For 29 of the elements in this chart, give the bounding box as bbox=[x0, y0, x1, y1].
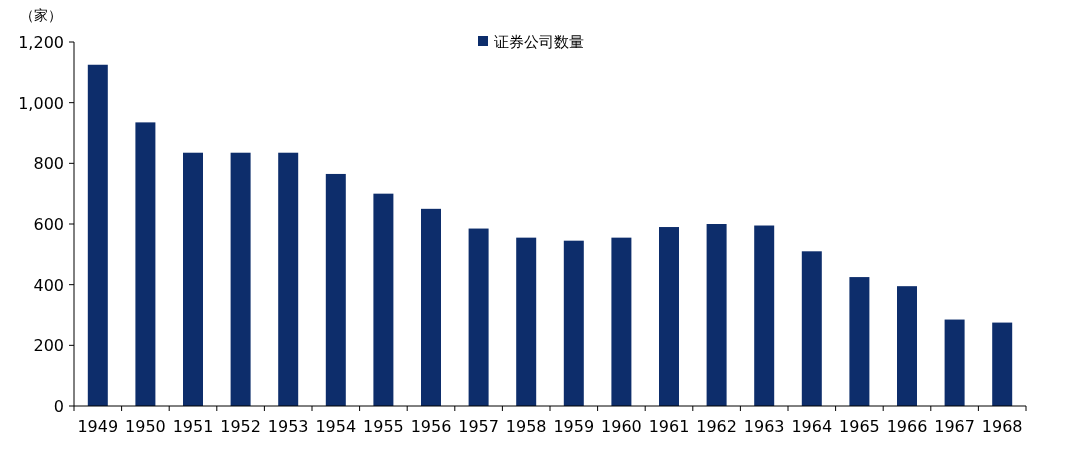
x-tick-label: 1950 bbox=[125, 417, 166, 436]
x-tick-label: 1962 bbox=[696, 417, 737, 436]
y-tick-label: 400 bbox=[33, 275, 64, 295]
x-tick-label: 1953 bbox=[267, 417, 309, 436]
x-tick-label: 1966 bbox=[886, 417, 928, 436]
x-tick-label: 1954 bbox=[315, 417, 357, 436]
x-tick-label: 1958 bbox=[505, 417, 547, 436]
x-tick-label: 1963 bbox=[743, 417, 785, 436]
y-tick-label: 1,200 bbox=[18, 33, 64, 52]
y-tick-label: 200 bbox=[33, 336, 64, 356]
legend-label: 证券公司数量 bbox=[494, 33, 584, 51]
y-axis-title: （家） bbox=[20, 7, 62, 23]
x-tick-label: 1956 bbox=[410, 417, 452, 436]
x-tick-label: 1968 bbox=[981, 417, 1023, 436]
y-tick-label: 0 bbox=[53, 397, 64, 416]
x-tick-label: 1955 bbox=[363, 417, 404, 436]
x-tick-label: 1949 bbox=[77, 417, 119, 436]
x-tick-label: 1960 bbox=[601, 417, 642, 436]
y-tick-label: 800 bbox=[33, 154, 64, 174]
y-tick-label: 600 bbox=[33, 215, 64, 234]
x-tick-label: 1959 bbox=[553, 417, 595, 436]
x-tick-label: 1952 bbox=[220, 417, 261, 436]
x-tick-label: 1957 bbox=[458, 417, 499, 436]
x-tick-label: 1961 bbox=[648, 417, 690, 436]
x-tick-label: 1967 bbox=[934, 417, 975, 436]
x-tick-label: 1951 bbox=[172, 417, 214, 436]
x-tick-label: 1964 bbox=[791, 417, 833, 436]
x-tick-label: 1965 bbox=[839, 417, 880, 436]
y-tick-label: 1,000 bbox=[18, 93, 64, 113]
